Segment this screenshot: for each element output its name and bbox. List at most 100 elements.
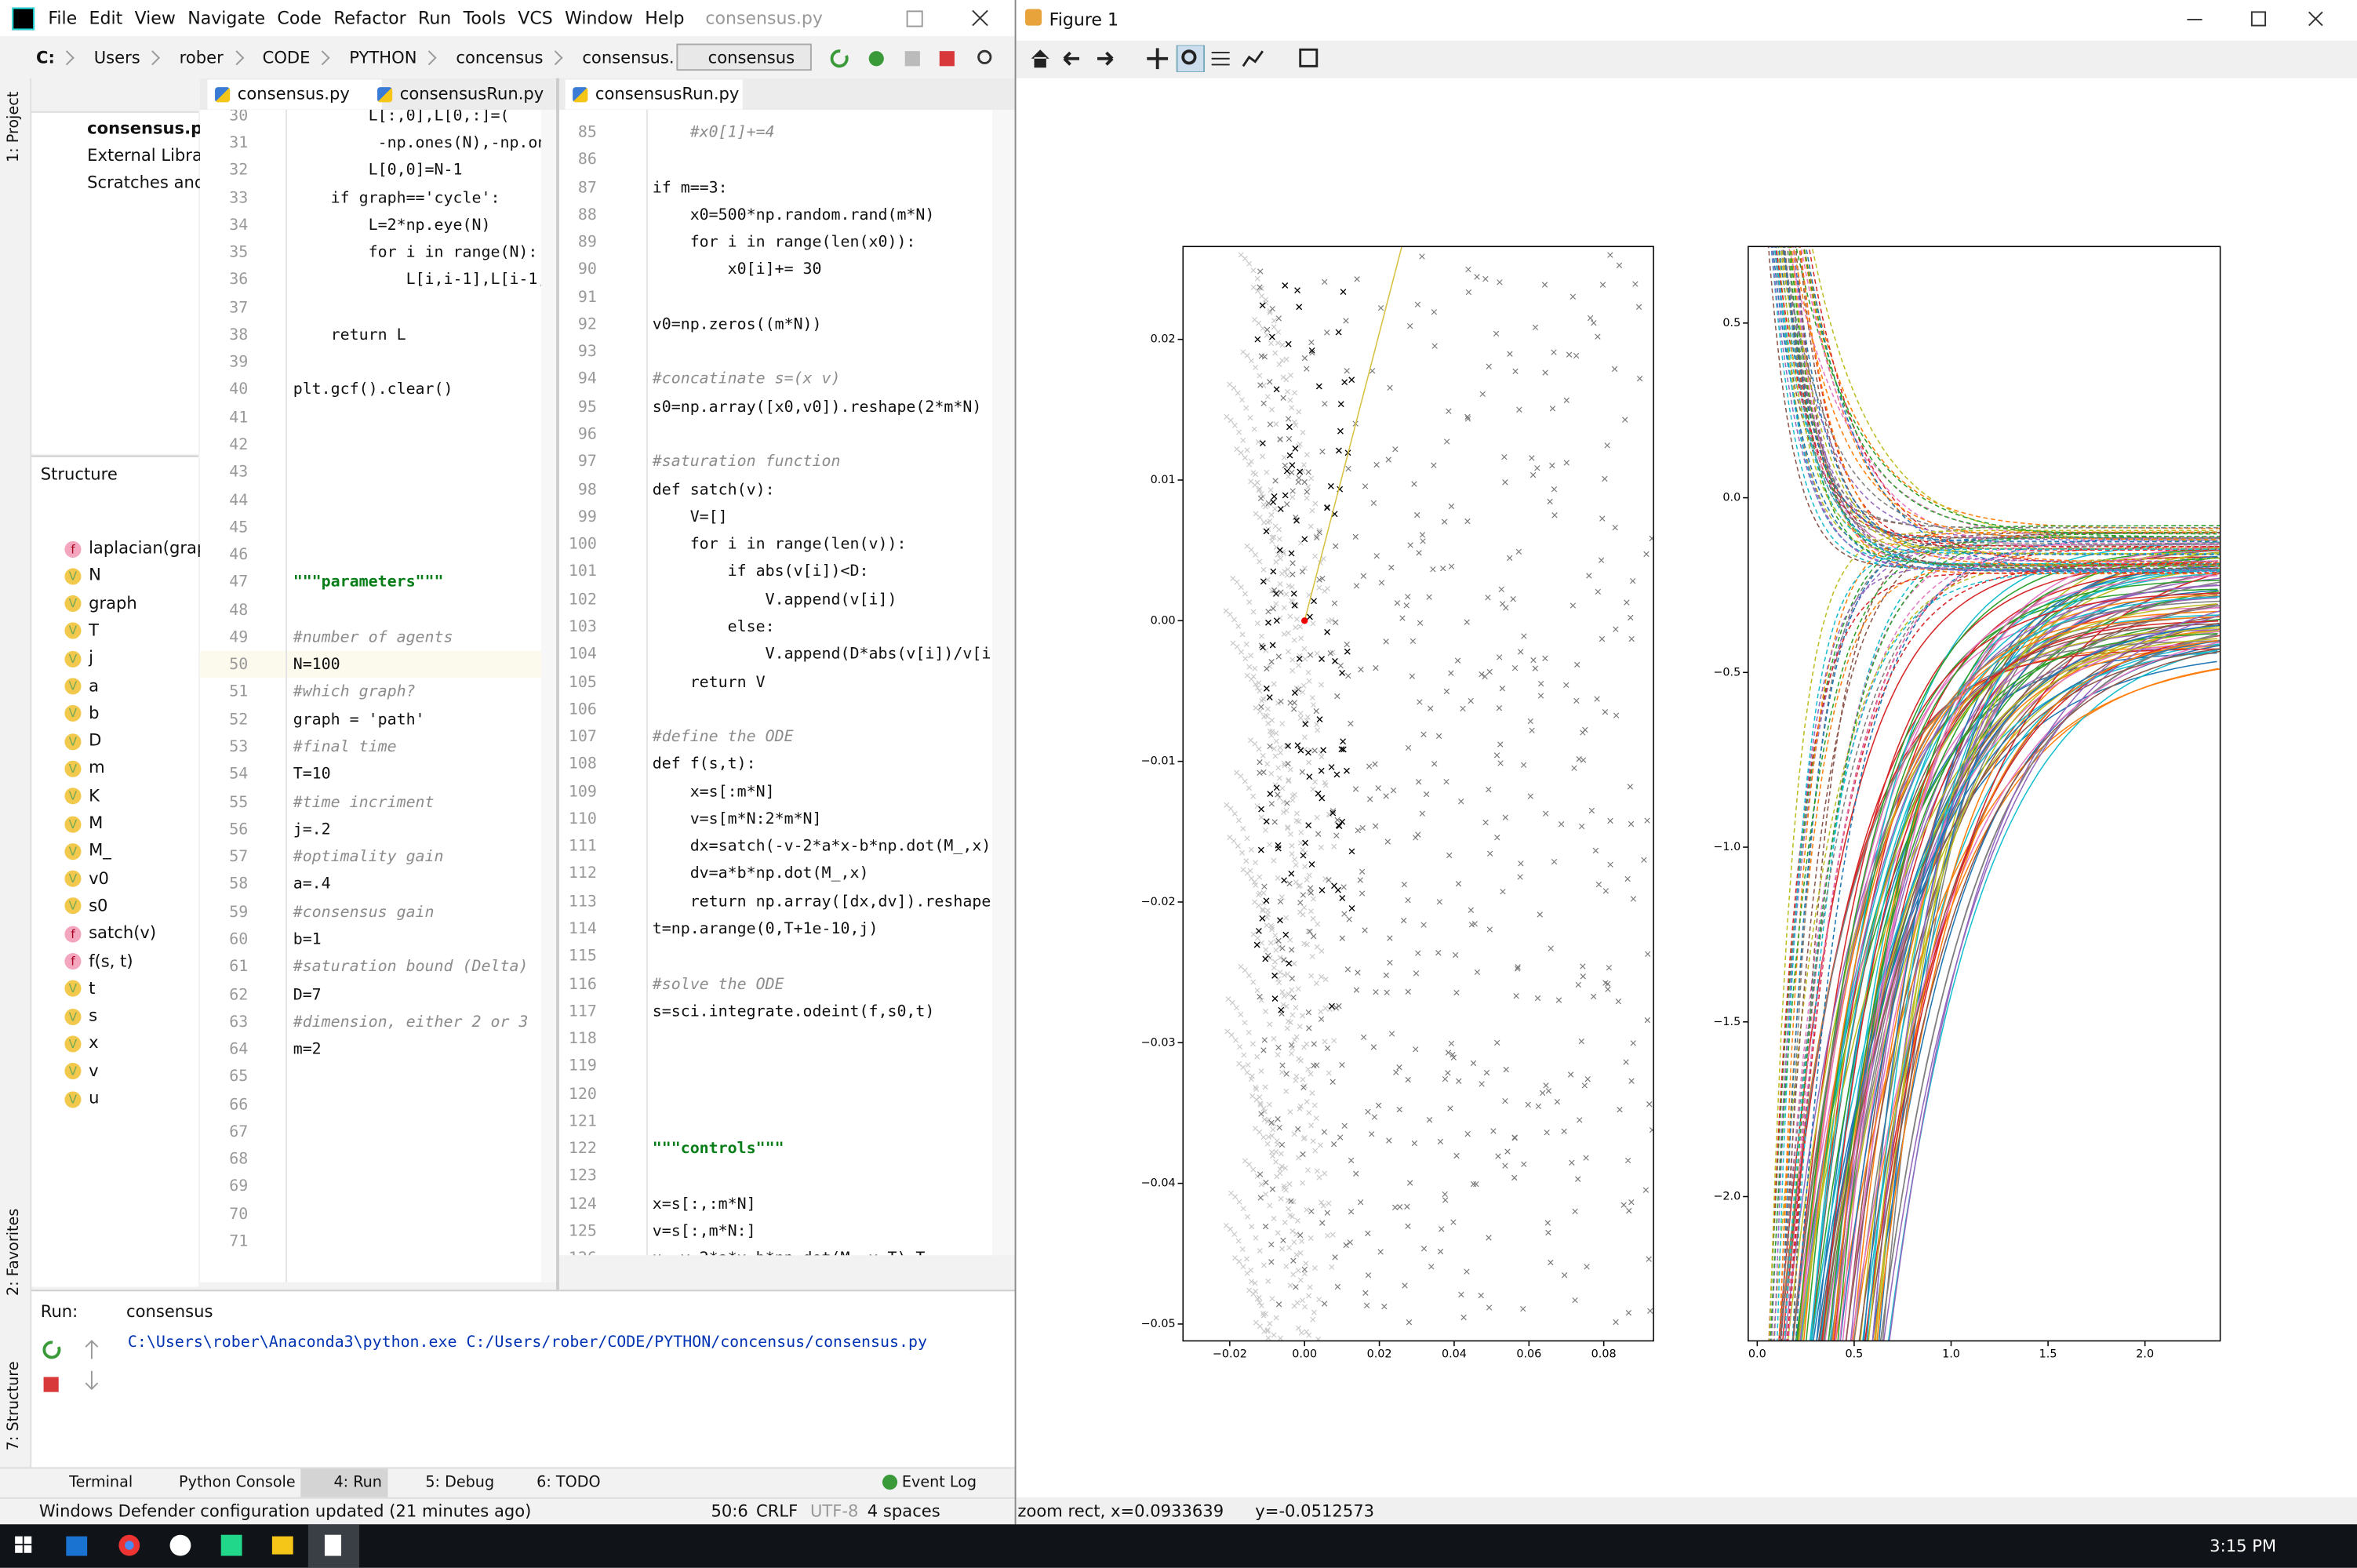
code-text: a=.4 [293, 875, 331, 894]
menu-item[interactable]: File [48, 7, 78, 29]
code-line: 48 [200, 596, 556, 623]
maximize-button[interactable] [906, 10, 923, 27]
menu-item[interactable]: Navigate [187, 7, 266, 29]
structure-label[interactable]: v [89, 1060, 99, 1081]
breadcrumb[interactable]: PYTHON [328, 47, 435, 67]
marker [1278, 1380, 1282, 1384]
status-line-sep[interactable]: CRLF [755, 1501, 798, 1522]
marker [1577, 1117, 1583, 1123]
line-number: 36 [229, 271, 249, 289]
menu-item[interactable]: Window [565, 7, 633, 29]
marker [1278, 589, 1284, 595]
tool-tab[interactable]: 5: Debug [425, 1475, 495, 1492]
breadcrumb[interactable]: C: [15, 47, 73, 67]
structure-label[interactable]: M_ [89, 840, 111, 860]
breadcrumb[interactable]: concensus [435, 47, 562, 67]
marker [1282, 1165, 1289, 1171]
marker [1322, 278, 1328, 286]
structure-label[interactable]: M [89, 813, 104, 833]
menu-item[interactable]: Edit [89, 7, 123, 29]
structure-label[interactable]: b [89, 703, 100, 723]
marker [1534, 995, 1541, 1002]
line-number: 112 [568, 864, 597, 883]
status-indent[interactable]: 4 spaces [867, 1501, 940, 1522]
marker [1259, 302, 1266, 309]
marker [1265, 720, 1271, 726]
structure-label[interactable]: t [89, 978, 96, 999]
tool-tab[interactable]: Python Console [179, 1475, 296, 1492]
run-tab[interactable]: consensus [125, 1301, 213, 1322]
event-log[interactable]: Event Log [901, 1475, 977, 1492]
structure-label[interactable]: graph [89, 593, 137, 613]
marker [1353, 1170, 1359, 1177]
menu-item[interactable]: Refactor [333, 7, 406, 29]
structure-label[interactable]: a [89, 675, 100, 696]
breadcrumb[interactable]: CODE [242, 47, 329, 67]
trajectory [1811, 650, 2218, 1341]
marker [1274, 1137, 1280, 1144]
status-position[interactable]: 50:6 [711, 1501, 748, 1522]
marker [1254, 288, 1260, 294]
marker [1271, 1332, 1277, 1338]
breadcrumb[interactable]: rober [158, 47, 242, 67]
structure-label[interactable]: s [89, 1006, 98, 1026]
marker [1286, 630, 1292, 636]
menu-item[interactable]: VCS [518, 7, 553, 29]
structure-label[interactable]: f(s, t) [89, 951, 133, 971]
code-text: #x0[1]+=4 [652, 123, 775, 142]
structure-label[interactable]: D [89, 730, 102, 751]
menu-item[interactable]: Code [277, 7, 322, 29]
structure-label[interactable]: u [89, 1088, 100, 1108]
code-line: 113 return np.array([dx,dv]).reshape(2* [559, 888, 1015, 915]
tool-tab[interactable]: 4: Run [333, 1475, 382, 1492]
structure-label[interactable]: j [89, 648, 93, 668]
code-text: x=s[:m*N] [652, 782, 775, 801]
tool-tab[interactable]: Terminal [69, 1475, 133, 1492]
menu-item[interactable]: View [134, 7, 176, 29]
marker [1445, 1050, 1452, 1056]
y-tick-label: −0.03 [1141, 1036, 1176, 1049]
marker [1404, 1203, 1410, 1210]
marker [1416, 550, 1422, 556]
structure-icon: V [64, 1035, 82, 1053]
marker [1453, 951, 1459, 959]
menu-item[interactable]: Help [645, 7, 685, 29]
trajectory [1800, 246, 2220, 551]
marker [1645, 951, 1651, 957]
x-tick-label: 1.0 [1942, 1348, 1960, 1361]
tree-item[interactable]: consensus.py [87, 118, 213, 139]
structure-label[interactable]: T [89, 620, 99, 641]
trajectory [1811, 246, 2221, 541]
structure-label[interactable]: K [89, 785, 100, 806]
structure-label[interactable]: m [89, 758, 105, 778]
structure-label[interactable]: N [89, 566, 101, 586]
trajectory [1866, 569, 2217, 1341]
breadcrumb[interactable]: consensus. [561, 47, 692, 67]
tool-tab[interactable]: 6: TODO [537, 1475, 601, 1492]
run-config[interactable]: consensus [676, 43, 812, 71]
editor-tab[interactable]: consensusRun.py [565, 79, 743, 113]
menu-item[interactable]: Tools [463, 7, 506, 29]
structure-label[interactable]: laplacian(graph [89, 538, 218, 558]
marker [1393, 1069, 1399, 1075]
marker [1242, 455, 1248, 461]
marker [1490, 1128, 1497, 1134]
side-tab[interactable]: 2: Favorites [5, 1208, 23, 1296]
editor-tab[interactable]: consensus.py [207, 79, 382, 113]
code-text: if m==3: [652, 178, 728, 197]
side-tab[interactable]: 1: Project [5, 91, 23, 162]
breadcrumb[interactable]: Users [73, 47, 158, 67]
menu-item[interactable]: Run [418, 7, 452, 29]
structure-label[interactable]: s0 [89, 895, 108, 915]
structure-label[interactable]: x [89, 1033, 99, 1053]
status-encoding[interactable]: UTF-8 [809, 1501, 859, 1522]
marker [1287, 1282, 1293, 1289]
structure-label[interactable]: satch(v) [89, 923, 157, 943]
structure-label[interactable]: v0 [89, 868, 109, 888]
tree-item[interactable]: Scratches and C [87, 173, 222, 193]
code-text: #define the ODE [652, 727, 794, 746]
close-button[interactable] [971, 9, 989, 27]
marker [1355, 828, 1361, 834]
editor-tab[interactable]: consensusRun.py [369, 80, 558, 110]
side-tab[interactable]: 7: Structure [5, 1361, 23, 1451]
